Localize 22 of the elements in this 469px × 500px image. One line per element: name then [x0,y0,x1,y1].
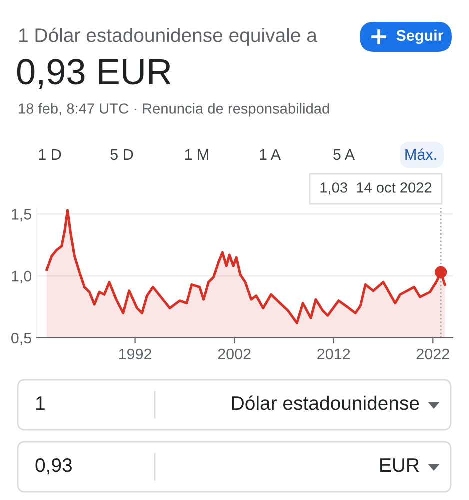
text: 5 A [334,149,356,160]
text: 5 D [110,149,134,160]
text: 1 A [260,149,282,160]
text: 0,93 [36,458,72,475]
x-tick-label: 1992 [119,348,152,360]
y-tick-label: 1,0 [12,270,32,284]
x-tick-label: 2002 [218,348,251,360]
text: 1 [36,396,45,410]
text: 1 M [185,149,208,160]
text: Máx. [406,148,436,160]
x-tick-label: 2022 [416,348,450,360]
chart-subtitle: 0,93 EUR [17,59,171,89]
y-tick-label: 0,5 [12,332,32,346]
text: 18 feb, 8:47 UTC · Renuncia de responsabilidad [19,103,330,117]
text: Dólar estadounidense [232,396,420,410]
text: EUR [380,458,420,472]
x-tick-label: 2012 [318,348,350,360]
text: Seguir [396,30,444,44]
text: 1,03 14 oct 2022 [320,182,432,195]
chart-title: 1 Dólar estadounidense equivale a [19,28,318,46]
y-tick-label: 1,5 [12,209,32,222]
text: 1 D [39,149,62,160]
